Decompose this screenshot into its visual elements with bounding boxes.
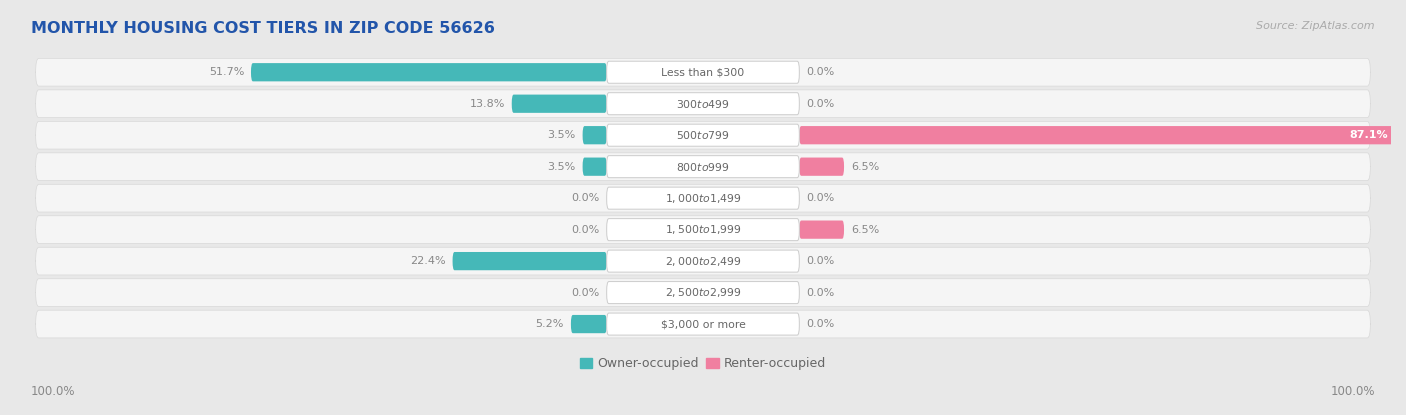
Text: 0.0%: 0.0% xyxy=(806,193,834,203)
Text: $1,500 to $1,999: $1,500 to $1,999 xyxy=(665,223,741,236)
Text: $800 to $999: $800 to $999 xyxy=(676,161,730,173)
Text: 22.4%: 22.4% xyxy=(411,256,446,266)
FancyBboxPatch shape xyxy=(606,156,800,178)
FancyBboxPatch shape xyxy=(800,220,844,239)
FancyBboxPatch shape xyxy=(35,216,1371,244)
FancyBboxPatch shape xyxy=(35,59,1371,86)
Text: 0.0%: 0.0% xyxy=(572,193,600,203)
FancyBboxPatch shape xyxy=(252,63,606,81)
Text: $2,000 to $2,499: $2,000 to $2,499 xyxy=(665,255,741,268)
Text: MONTHLY HOUSING COST TIERS IN ZIP CODE 56626: MONTHLY HOUSING COST TIERS IN ZIP CODE 5… xyxy=(31,21,495,36)
FancyBboxPatch shape xyxy=(35,310,1371,338)
FancyBboxPatch shape xyxy=(35,247,1371,275)
FancyBboxPatch shape xyxy=(606,124,800,146)
FancyBboxPatch shape xyxy=(606,281,800,304)
FancyBboxPatch shape xyxy=(453,252,606,270)
Text: $1,000 to $1,499: $1,000 to $1,499 xyxy=(665,192,741,205)
Text: Source: ZipAtlas.com: Source: ZipAtlas.com xyxy=(1257,21,1375,31)
Text: 0.0%: 0.0% xyxy=(806,99,834,109)
FancyBboxPatch shape xyxy=(800,158,844,176)
FancyBboxPatch shape xyxy=(35,279,1371,306)
Text: Less than $300: Less than $300 xyxy=(661,67,745,77)
FancyBboxPatch shape xyxy=(582,126,606,144)
FancyBboxPatch shape xyxy=(35,153,1371,181)
Text: 0.0%: 0.0% xyxy=(572,225,600,234)
Text: 5.2%: 5.2% xyxy=(536,319,564,329)
FancyBboxPatch shape xyxy=(571,315,606,333)
FancyBboxPatch shape xyxy=(512,95,606,113)
FancyBboxPatch shape xyxy=(606,250,800,272)
Text: 6.5%: 6.5% xyxy=(851,162,879,172)
FancyBboxPatch shape xyxy=(35,184,1371,212)
FancyBboxPatch shape xyxy=(35,121,1371,149)
Text: 0.0%: 0.0% xyxy=(806,319,834,329)
Text: 100.0%: 100.0% xyxy=(1330,386,1375,398)
FancyBboxPatch shape xyxy=(800,126,1399,144)
FancyBboxPatch shape xyxy=(35,90,1371,117)
FancyBboxPatch shape xyxy=(606,313,800,335)
FancyBboxPatch shape xyxy=(582,158,606,176)
Text: 100.0%: 100.0% xyxy=(31,386,76,398)
Text: 0.0%: 0.0% xyxy=(806,256,834,266)
FancyBboxPatch shape xyxy=(606,187,800,209)
Text: 0.0%: 0.0% xyxy=(572,288,600,298)
Text: 3.5%: 3.5% xyxy=(547,162,575,172)
Text: 0.0%: 0.0% xyxy=(806,67,834,77)
Text: 3.5%: 3.5% xyxy=(547,130,575,140)
Text: 6.5%: 6.5% xyxy=(851,225,879,234)
Legend: Owner-occupied, Renter-occupied: Owner-occupied, Renter-occupied xyxy=(579,357,827,371)
Text: 0.0%: 0.0% xyxy=(806,288,834,298)
FancyBboxPatch shape xyxy=(606,93,800,115)
Text: 13.8%: 13.8% xyxy=(470,99,505,109)
Text: $500 to $799: $500 to $799 xyxy=(676,129,730,141)
Text: 51.7%: 51.7% xyxy=(208,67,245,77)
FancyBboxPatch shape xyxy=(606,219,800,241)
FancyBboxPatch shape xyxy=(606,61,800,83)
Text: $3,000 or more: $3,000 or more xyxy=(661,319,745,329)
Text: $300 to $499: $300 to $499 xyxy=(676,98,730,110)
Text: $2,500 to $2,999: $2,500 to $2,999 xyxy=(665,286,741,299)
Text: 87.1%: 87.1% xyxy=(1350,130,1388,140)
